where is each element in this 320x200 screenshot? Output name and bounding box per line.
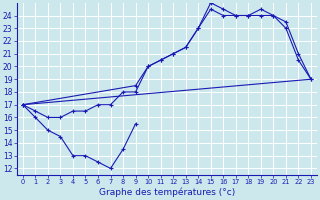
X-axis label: Graphe des températures (°c): Graphe des températures (°c) bbox=[99, 188, 235, 197]
